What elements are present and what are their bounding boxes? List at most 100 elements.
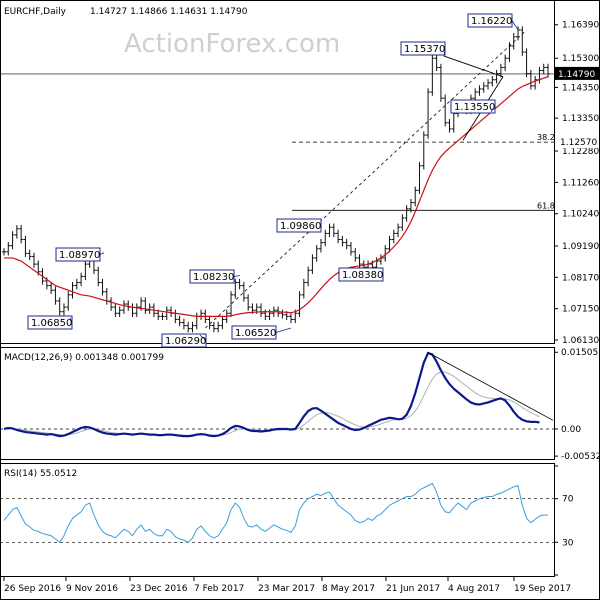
price-y-tick-label: 1.06130 xyxy=(562,336,599,346)
price-annotation-label: 1.08230 xyxy=(193,272,234,283)
price-bar xyxy=(336,229,341,244)
price-bar xyxy=(413,186,418,207)
price-bar xyxy=(61,303,66,316)
macd-title: MACD(12,26,9) 0.001348 0.001799 xyxy=(4,353,164,363)
chart-ohlc: 1.14727 1.14866 1.14631 1.14790 xyxy=(90,7,248,17)
price-annotation: 1.08380 xyxy=(338,267,384,282)
price-bar xyxy=(23,235,28,258)
macd-y-tick-label: 0.00 xyxy=(561,425,581,435)
price-bar xyxy=(190,321,195,333)
price-bar xyxy=(323,229,328,247)
price-bar xyxy=(181,318,186,330)
price-y-tick-label: 1.11260 xyxy=(562,178,599,188)
price-bar xyxy=(387,235,392,253)
x-tick-label: 23 Mar 2017 xyxy=(258,584,315,594)
price-annotation-label: 1.09860 xyxy=(280,221,321,232)
price-bar xyxy=(310,254,315,274)
current-price-tag-bg xyxy=(555,66,599,80)
price-bar xyxy=(74,278,79,290)
price-panel: 1.16390 1.15300 1.14350 1.13350 1.12280 1.112… xyxy=(0,13,599,348)
price-bar xyxy=(340,235,345,247)
price-annotation: 1.13550 xyxy=(450,99,496,114)
fib-level-tag-bg xyxy=(555,135,599,149)
price-bar xyxy=(490,76,495,87)
price-y-tick-label: 1.15300 xyxy=(562,54,599,64)
price-y-tick-label: 1.14350 xyxy=(562,83,599,93)
price-bar xyxy=(53,286,58,305)
price-annotation: 1.09860 xyxy=(276,218,322,233)
macd-y-tick-label: 0.015052 xyxy=(561,348,600,358)
price-bar xyxy=(49,281,54,294)
price-bar xyxy=(160,312,165,321)
price-annotation-label: 1.06520 xyxy=(235,328,276,339)
price-annotation: 1.06290 xyxy=(161,333,207,348)
x-tick-label: 9 Nov 2016 xyxy=(66,584,118,594)
price-bar xyxy=(113,303,118,317)
price-y-tick-label: 1.16390 xyxy=(562,21,599,31)
price-bar xyxy=(83,260,88,281)
price-annotation: 1.16220 xyxy=(467,13,519,31)
price-bar xyxy=(353,248,358,262)
price-bar xyxy=(494,69,499,84)
price-bar xyxy=(109,297,114,311)
price-bar xyxy=(524,48,529,78)
price-bar xyxy=(318,238,323,253)
price-bar xyxy=(14,225,19,239)
macd-panel-frame xyxy=(0,347,555,460)
price-bar xyxy=(306,266,311,287)
price-bar xyxy=(348,241,353,256)
price-bar xyxy=(229,291,234,317)
price-bar xyxy=(541,63,546,75)
price-bar xyxy=(417,162,422,195)
macd-panel: 0.015052 0.00 -0.005321 xyxy=(0,348,600,462)
price-bar xyxy=(19,225,24,244)
price-annotation-label: 1.06850 xyxy=(31,318,72,329)
price-bar xyxy=(70,281,75,299)
x-tick-label: 4 Aug 2017 xyxy=(448,584,500,594)
price-bar xyxy=(447,119,452,133)
price-bar xyxy=(430,54,435,96)
price-bar xyxy=(246,294,251,311)
price-bar xyxy=(477,85,482,96)
price-bar xyxy=(481,82,486,93)
price-bar xyxy=(220,315,225,330)
price-bar xyxy=(391,229,396,244)
price-annotation: 1.08230 xyxy=(189,269,241,284)
price-bar xyxy=(546,63,550,78)
price-bar xyxy=(27,249,32,261)
price-annotation-label: 1.16220 xyxy=(471,16,512,27)
price-bar xyxy=(438,63,443,102)
price-panel-frame xyxy=(0,0,555,344)
price-bar xyxy=(451,109,456,133)
wedge-upper-line xyxy=(443,55,504,78)
price-bar xyxy=(503,54,508,72)
price-bar xyxy=(10,231,15,250)
price-bar xyxy=(528,69,533,90)
rsi-y-tick-label: 70 xyxy=(562,495,574,505)
price-bar xyxy=(121,300,126,314)
rsi-title: RSI(14) 55.0512 xyxy=(4,469,77,479)
macd-line xyxy=(3,351,540,438)
price-y-tick-label: 1.13350 xyxy=(562,114,599,124)
price-bar xyxy=(134,303,139,317)
price-bar xyxy=(396,223,401,238)
price-bar xyxy=(186,321,191,333)
price-bar xyxy=(211,321,216,333)
price-annotation-label: 1.06290 xyxy=(165,336,206,347)
price-bar xyxy=(147,303,152,314)
price-bar xyxy=(288,312,293,324)
price-bar xyxy=(511,33,516,50)
moving-average-line xyxy=(4,76,549,317)
price-bar xyxy=(280,309,285,319)
price-annotation: 1.15370 xyxy=(400,41,446,57)
price-bar xyxy=(327,223,332,238)
price-annotation: 1.08970 xyxy=(55,247,105,262)
price-bar xyxy=(408,198,413,213)
macd-y-tick-label: -0.005321 xyxy=(561,452,600,462)
price-annotation: 1.06520 xyxy=(231,325,292,340)
price-bar xyxy=(100,278,105,296)
price-bar xyxy=(143,297,148,314)
x-axis: 26 Sep 2016 9 Nov 2016 23 Dec 2016 7 Feb 20… xyxy=(3,577,571,594)
rsi-y-tick-label: 30 xyxy=(562,538,574,548)
